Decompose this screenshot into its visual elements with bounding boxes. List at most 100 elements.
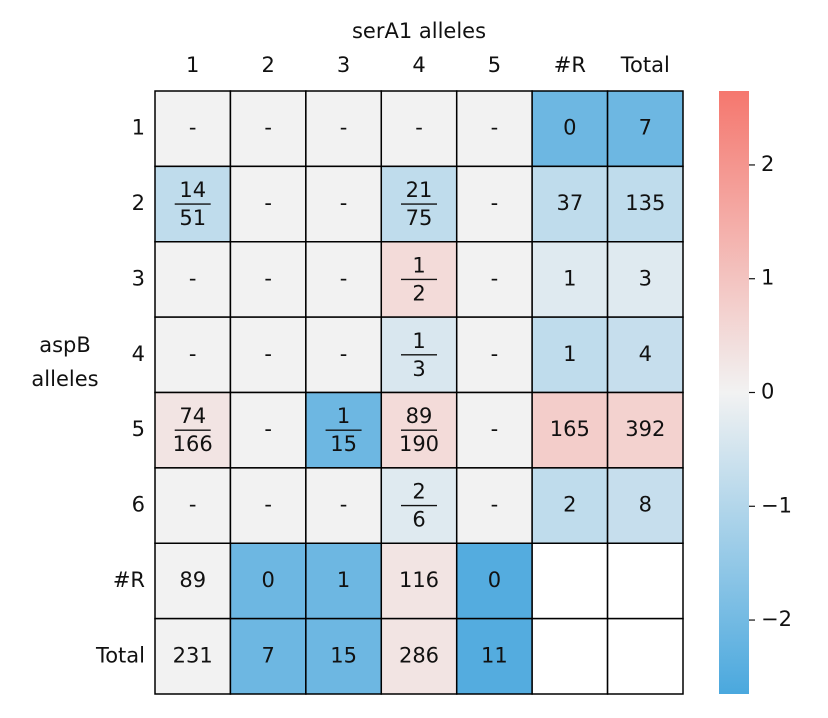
colorbar-tick-label: 2 (761, 152, 774, 176)
cell-label: 7 (639, 116, 652, 140)
fraction-denominator: 190 (399, 432, 439, 456)
heatmap-cell (606, 617, 684, 695)
cell-label: - (264, 191, 272, 215)
cell-label: - (491, 116, 499, 140)
colorbar (719, 91, 749, 694)
cell-label: 165 (550, 417, 590, 441)
heatmap-cell (305, 165, 383, 243)
cell-label: - (491, 417, 499, 441)
fraction-numerator: 21 (406, 178, 433, 202)
cell-label: 116 (399, 568, 439, 592)
cell-label: 286 (399, 643, 439, 667)
heatmap-cell (229, 542, 307, 620)
y-tick-label: 1 (132, 116, 145, 140)
y-tick-label: Total (95, 643, 145, 667)
heatmap-cell (531, 316, 609, 394)
y-axis-label: aspB alleles (31, 333, 99, 391)
heatmap-cell (531, 617, 609, 695)
fraction-denominator: 6 (412, 508, 425, 532)
fraction-numerator: 2 (412, 480, 425, 504)
cell-label: 0 (261, 568, 274, 592)
x-tick-label: #R (554, 53, 586, 77)
cell-label: 0 (563, 116, 576, 140)
cell-label: - (491, 493, 499, 517)
heatmap-cell (606, 165, 684, 243)
y-tick-label: #R (113, 568, 145, 592)
cell-label: - (491, 342, 499, 366)
fraction-denominator: 51 (179, 206, 206, 230)
cell-label: 1 (563, 342, 576, 366)
heatmap-cell (305, 241, 383, 318)
colorbar-tick-label: −2 (761, 607, 792, 631)
colorbar-tick-label: −1 (761, 493, 792, 517)
heatmap-cell (305, 617, 383, 695)
heatmap-cell (154, 467, 232, 544)
heatmap-cell (305, 542, 383, 620)
cell-label: - (340, 116, 348, 140)
heatmap-cell (455, 542, 533, 620)
heatmap-cell (380, 617, 458, 695)
heatmap-cell (455, 316, 533, 394)
heatmap-cell (229, 90, 307, 168)
fraction-denominator: 2 (412, 281, 425, 305)
heatmap-cell (305, 90, 383, 168)
y-tick-label: 3 (132, 266, 145, 290)
fraction-denominator: 166 (173, 432, 213, 456)
heatmap-cell (455, 467, 533, 544)
cell-label: - (340, 493, 348, 517)
y-tick-label: 5 (132, 417, 145, 441)
heatmap-cell (606, 241, 684, 318)
fraction-denominator: 75 (406, 206, 433, 230)
cell-label: 0 (488, 568, 501, 592)
heatmap-cell (154, 316, 232, 394)
cell-label: 3 (639, 266, 652, 290)
heatmap-cell (229, 316, 307, 394)
x-tick-label: 1 (186, 53, 199, 77)
x-tick-label: 4 (412, 53, 425, 77)
chart-title: serA1 alleles (352, 19, 486, 43)
heatmap-cell (154, 542, 232, 620)
colorbar-tick-label: 0 (761, 380, 774, 404)
heatmap-cell (154, 165, 232, 243)
cell-label: 37 (556, 191, 583, 215)
fraction-denominator: 15 (330, 432, 357, 456)
heatmap-cell (455, 165, 533, 243)
heatmap-cell (229, 241, 307, 318)
cell-label: - (264, 417, 272, 441)
fraction-numerator: 1 (412, 329, 425, 353)
heatmap-cell (531, 542, 609, 620)
fraction-numerator: 1 (337, 404, 350, 428)
cell-label: 1 (563, 266, 576, 290)
heatmap-cell (229, 391, 307, 469)
cell-label: 15 (330, 643, 357, 667)
heatmap-cell (531, 391, 609, 469)
cell-label: - (491, 191, 499, 215)
cell-label: - (340, 266, 348, 290)
heatmap-cell (455, 391, 533, 469)
cell-label: 135 (625, 191, 665, 215)
fraction-denominator: 3 (412, 357, 425, 381)
cell-label: 231 (173, 643, 213, 667)
cell-label: 1 (337, 568, 350, 592)
cell-label: - (491, 266, 499, 290)
fraction-numerator: 74 (179, 404, 206, 428)
heatmap-cell (154, 241, 232, 318)
heatmap-cell (606, 542, 684, 620)
heatmap-cell (154, 90, 232, 168)
cell-label: - (340, 342, 348, 366)
heatmap-cell (229, 617, 307, 695)
cell-label: - (340, 191, 348, 215)
heatmap-cell (154, 617, 232, 695)
fraction-numerator: 14 (179, 178, 206, 202)
x-tick-label: Total (620, 53, 670, 77)
cell-label: - (189, 266, 197, 290)
heatmap-cell (229, 165, 307, 243)
heatmap-cell (455, 241, 533, 318)
cell-label: - (264, 266, 272, 290)
cell-label: 8 (639, 493, 652, 517)
cell-label: - (264, 342, 272, 366)
heatmap-cell (531, 90, 609, 168)
x-tick-label: 2 (261, 53, 274, 77)
